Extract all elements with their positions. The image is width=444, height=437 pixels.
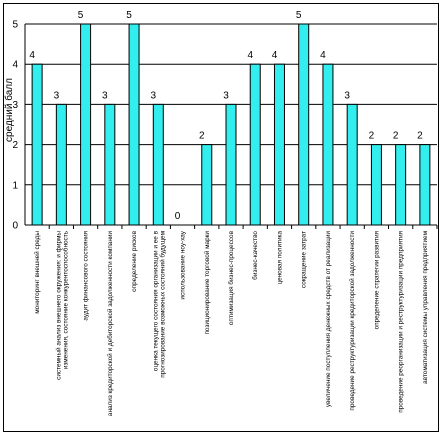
category-label-line: определение рисков	[131, 230, 138, 292]
category-label-line: позиционирование торговой марки	[203, 231, 211, 335]
category-label: увеличение поступления денежных средств …	[325, 231, 332, 408]
data-label: 5	[78, 10, 84, 21]
category-label-line: проведение реорганизации и реструктуриза…	[398, 230, 405, 412]
category-label-line: сокращение затрат	[301, 231, 308, 288]
data-label: 2	[393, 131, 399, 142]
category-label: автоматизация системы управления предпри…	[422, 231, 429, 384]
chart-frame	[3, 3, 439, 432]
category-label-line: ценовая политика	[276, 231, 283, 285]
category-label-line: оптимизация бизнес-процессов	[227, 230, 235, 325]
category-label: проведение реструктуризации кредиторской…	[348, 231, 356, 411]
data-label: 3	[344, 90, 350, 101]
y-tick-label: 1	[12, 180, 18, 191]
y-axis-label: средний балл	[3, 78, 15, 142]
y-tick-label: 4	[12, 60, 18, 71]
category-label-line: анализ кредиторской и дебиторской задолж…	[106, 231, 114, 417]
data-label: 4	[272, 50, 278, 61]
bar	[80, 23, 92, 226]
category-label: сокращение затрат	[301, 231, 308, 288]
data-label: 3	[102, 90, 108, 101]
bar	[128, 23, 140, 226]
category-label: проведение реорганизации и реструктуриза…	[398, 230, 405, 412]
category-label: использование ноу-хау	[180, 230, 187, 299]
bar	[152, 103, 164, 226]
data-label: 0	[175, 211, 181, 222]
bar	[298, 23, 310, 226]
data-label: 2	[369, 131, 375, 142]
bar	[225, 103, 237, 226]
y-tick-label: 3	[12, 100, 18, 111]
category-label-line: изменения, состояние конкурентоспособнос…	[61, 230, 69, 369]
data-label: 3	[223, 90, 229, 101]
data-label: 4	[29, 50, 35, 61]
category-label-line: системный анализ внешнего окружения: и ф…	[54, 231, 62, 380]
bar	[273, 63, 285, 226]
y-tick-label: 5	[12, 20, 18, 31]
bar	[370, 144, 382, 226]
category-label: системный анализ внешнего окружения: и ф…	[54, 230, 69, 379]
category-label: оптимизация бизнес-процессов	[227, 230, 235, 325]
category-label-line: проведение реструктуризации кредиторской…	[348, 231, 356, 411]
bar	[31, 63, 43, 226]
category-label-line: мониторинг внешней среды	[33, 231, 41, 314]
data-label: 3	[151, 90, 157, 101]
bar	[249, 63, 261, 226]
category-label: ценовая политика	[276, 231, 283, 285]
bar	[201, 144, 213, 226]
category-label: определение стратегии развития	[373, 230, 380, 329]
data-label: 2	[199, 131, 205, 142]
data-label: 4	[320, 50, 326, 61]
category-label-line: бизнес-качество	[251, 231, 259, 280]
category-label: бизнес-качество	[251, 231, 259, 280]
bar	[346, 103, 358, 226]
bar	[55, 103, 67, 226]
category-label-line: определение стратегии развития	[373, 230, 380, 329]
bar	[419, 144, 431, 226]
bar	[104, 103, 116, 226]
category-label-line: использование ноу-хау	[180, 230, 187, 299]
category-label: оценка текущего состояния организации и …	[152, 230, 166, 377]
data-label: 5	[126, 10, 132, 21]
bar	[322, 63, 334, 226]
category-label: определение рисков	[131, 230, 138, 292]
category-label: позиционирование торговой марки	[203, 231, 211, 335]
category-label-line: автоматизация системы управления предпри…	[422, 231, 429, 384]
data-label: 3	[54, 90, 60, 101]
data-label: 4	[247, 50, 253, 61]
y-tick-label: 0	[12, 221, 18, 232]
bar	[395, 144, 407, 226]
category-label-line: увеличение поступления денежных средств …	[325, 231, 332, 408]
category-label-line: прогнозирование возможных состояний буду…	[158, 231, 166, 378]
category-label-line: оценка текущего состояния организации и …	[152, 230, 159, 371]
data-label: 5	[296, 10, 302, 21]
category-label: мониторинг внешней среды	[33, 231, 41, 314]
category-label: аудит финансового состояния	[83, 230, 90, 320]
data-label: 2	[417, 131, 423, 142]
category-label-line: аудит финансового состояния	[83, 230, 90, 320]
category-label: анализ кредиторской и дебиторской задолж…	[106, 231, 114, 417]
y-tick-label: 2	[12, 140, 18, 151]
